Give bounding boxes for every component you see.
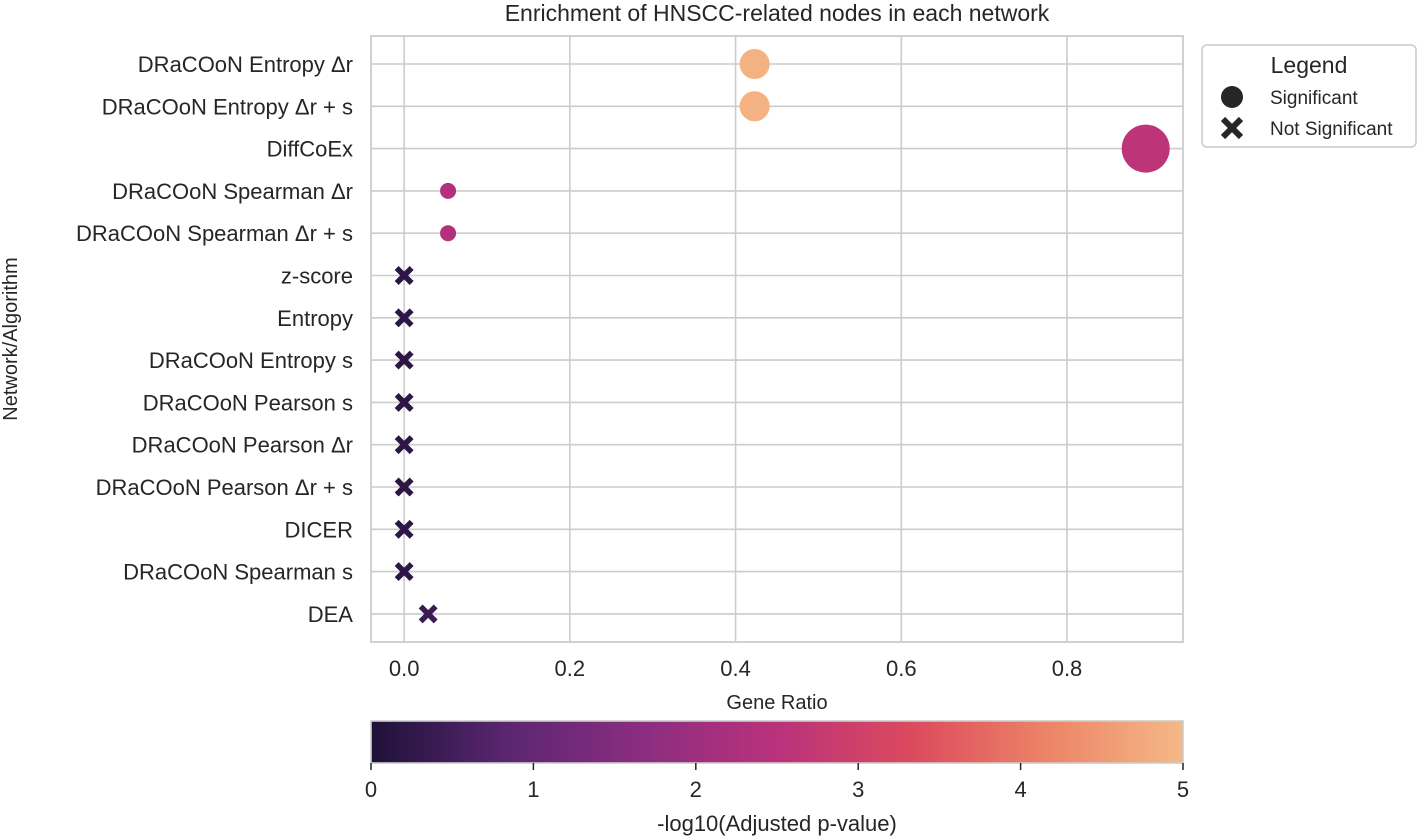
colorbar-tick-label: 5 (1177, 777, 1189, 802)
legend-box (1201, 44, 1417, 148)
grid-layer (371, 36, 1183, 642)
data-markers (394, 48, 1170, 624)
x-tick-label: 0.8 (1052, 656, 1083, 681)
x-tick-label: 0.0 (389, 656, 420, 681)
x-tick-label: 0.6 (886, 656, 917, 681)
legend-entry-not-significant: Not Significant (1270, 119, 1393, 140)
colorbar-label: -log10(Adjusted p-value) (657, 811, 897, 836)
y-tick-label: DRaCOoN Pearson Δr (132, 433, 353, 458)
legend-title: Legend (1271, 52, 1348, 78)
y-tick-labels: DRaCOoN Entropy Δr DRaCOoN Entropy Δr + s… (76, 52, 353, 627)
plot-frame (370, 35, 1184, 643)
legend-x-marker (1220, 116, 1244, 140)
x-tick-label: 0.2 (555, 656, 586, 681)
legend-entry-significant: Significant (1270, 88, 1358, 109)
colorbar-tick-label: 3 (852, 777, 864, 802)
y-tick-label: DEA (308, 602, 354, 627)
colorbar-ticks: 0 1 2 3 4 5 (365, 763, 1189, 802)
colorbar-tick-label: 1 (527, 777, 539, 802)
y-axis-label: Network/Algorithm (0, 257, 22, 420)
data-point-not-significant (394, 350, 414, 370)
y-tick-label: DRaCOoN Entropy Δr + s (102, 94, 353, 119)
x-tick-labels: 0.0 0.2 0.4 0.6 0.8 (389, 656, 1082, 681)
data-point-not-significant (394, 308, 414, 328)
y-tick-label: DRaCOoN Pearson s (143, 390, 353, 415)
y-tick-label: DRaCOoN Spearman Δr + s (76, 221, 353, 246)
data-point-significant (739, 91, 770, 122)
y-tick-label: z-score (281, 264, 353, 289)
data-point-not-significant (394, 477, 414, 497)
data-point-significant (440, 182, 457, 199)
y-tick-label: DRaCOoN Pearson Δr + s (96, 475, 353, 500)
y-tick-label: DRaCOoN Entropy Δr (138, 52, 353, 77)
y-tick-label: DICER (285, 517, 353, 542)
data-point-not-significant (394, 562, 414, 582)
colorbar-tick-label: 4 (1014, 777, 1026, 802)
data-point-not-significant (394, 266, 414, 285)
colorbar-tick-label: 2 (690, 777, 702, 802)
x-axis-label: Gene Ratio (726, 692, 827, 714)
data-point-significant (440, 225, 457, 242)
data-point-significant (1121, 124, 1170, 173)
y-tick-label: DRaCOoN Spearman s (123, 560, 353, 585)
data-point-not-significant (394, 392, 414, 412)
colorbar (370, 720, 1184, 764)
data-point-not-significant (394, 435, 414, 455)
y-tick-label: Entropy (277, 306, 353, 331)
chart-title: Enrichment of HNSCC-related nodes in eac… (505, 0, 1050, 26)
data-point-significant (739, 48, 770, 80)
y-tick-label: DRaCOoN Entropy s (149, 348, 353, 373)
y-tick-label: DRaCOoN Spearman Δr (112, 179, 353, 204)
data-point-not-significant (418, 604, 438, 624)
colorbar-tick-label: 0 (365, 777, 377, 802)
data-point-not-significant (394, 519, 414, 539)
x-tick-label: 0.4 (720, 656, 751, 681)
legend: Legend Significant Not Significant (1201, 44, 1417, 148)
legend-circle-marker (1221, 86, 1243, 108)
y-tick-label: DiffCoEx (267, 137, 353, 162)
